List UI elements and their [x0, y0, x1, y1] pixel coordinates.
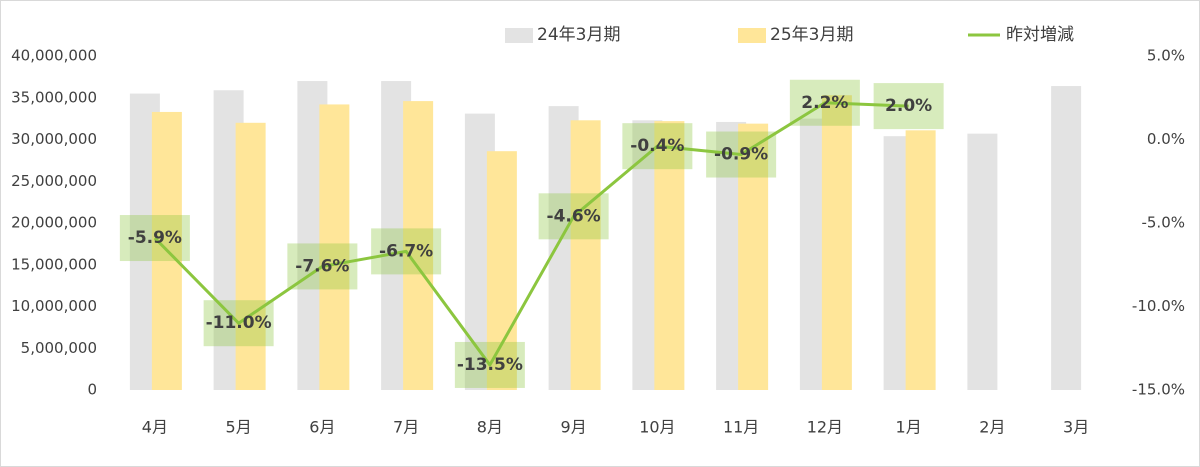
x-tick-label: 5月	[226, 418, 252, 437]
label-box	[287, 243, 358, 290]
label-box	[873, 83, 944, 130]
label-box	[203, 300, 274, 347]
label-box	[622, 123, 693, 170]
line	[153, 101, 909, 367]
x-tick-label: 10月	[639, 418, 675, 437]
bar	[235, 122, 266, 391]
y-tick-label: 10,000,000	[11, 297, 97, 315]
label-box	[371, 228, 442, 275]
y-tick-label: 20,000,000	[11, 214, 97, 232]
y-tick-label: 30,000,000	[11, 130, 97, 148]
data-label: 2.2%	[801, 93, 848, 113]
data-label: -11.0%	[206, 313, 272, 333]
bar	[570, 120, 601, 391]
bar	[1051, 86, 1082, 390]
bar	[319, 104, 350, 391]
data-label: -6.7%	[379, 241, 433, 261]
x-tick-label: 3月	[1063, 418, 1089, 437]
data-label: -5.9%	[128, 228, 182, 248]
bar	[486, 151, 517, 390]
data-label: -0.9%	[714, 145, 768, 165]
data-label: 2.0%	[885, 96, 932, 116]
x-tick-label: 4月	[142, 418, 168, 437]
data-label: -13.5%	[457, 355, 523, 375]
data-label: -0.4%	[630, 136, 684, 156]
data-label: -4.6%	[547, 206, 601, 226]
x-tick-label: 1月	[896, 418, 922, 437]
legend-label: 24年3月期	[537, 25, 620, 45]
y2-tick-label: -15.0%	[1132, 381, 1185, 399]
legend-swatch	[505, 28, 533, 43]
bar	[821, 95, 852, 391]
label-box	[538, 193, 609, 240]
bar	[738, 123, 769, 390]
y2-tick-label: -10.0%	[1132, 297, 1185, 315]
bar	[905, 130, 936, 390]
bar	[654, 121, 685, 390]
label-box	[789, 79, 860, 126]
label-box	[119, 215, 190, 262]
legend-label: 昨対増減	[1006, 25, 1074, 45]
legend-swatch	[738, 28, 766, 43]
data-label: -7.6%	[295, 256, 349, 276]
y2-tick-label: 5.0%	[1147, 47, 1185, 65]
y-tick-label: 0	[87, 381, 97, 399]
y2-tick-label: -5.0%	[1141, 214, 1185, 232]
x-tick-label: 12月	[807, 418, 843, 437]
y-tick-label: 5,000,000	[21, 339, 97, 357]
x-tick-label: 9月	[561, 418, 587, 437]
label-box	[706, 131, 777, 178]
legend-label: 25年3月期	[770, 25, 853, 45]
bar	[403, 101, 434, 390]
y2-tick-label: 0.0%	[1147, 130, 1185, 148]
x-tick-label: 6月	[309, 418, 335, 437]
x-tick-label: 2月	[979, 418, 1005, 437]
x-tick-label: 11月	[723, 418, 759, 437]
x-tick-label: 7月	[393, 418, 419, 437]
x-tick-label: 8月	[477, 418, 503, 437]
y-tick-label: 35,000,000	[11, 88, 97, 106]
y-tick-label: 40,000,000	[11, 47, 97, 65]
y-tick-label: 25,000,000	[11, 172, 97, 190]
y-tick-label: 15,000,000	[11, 255, 97, 273]
bar	[967, 133, 998, 390]
label-box	[454, 341, 525, 388]
